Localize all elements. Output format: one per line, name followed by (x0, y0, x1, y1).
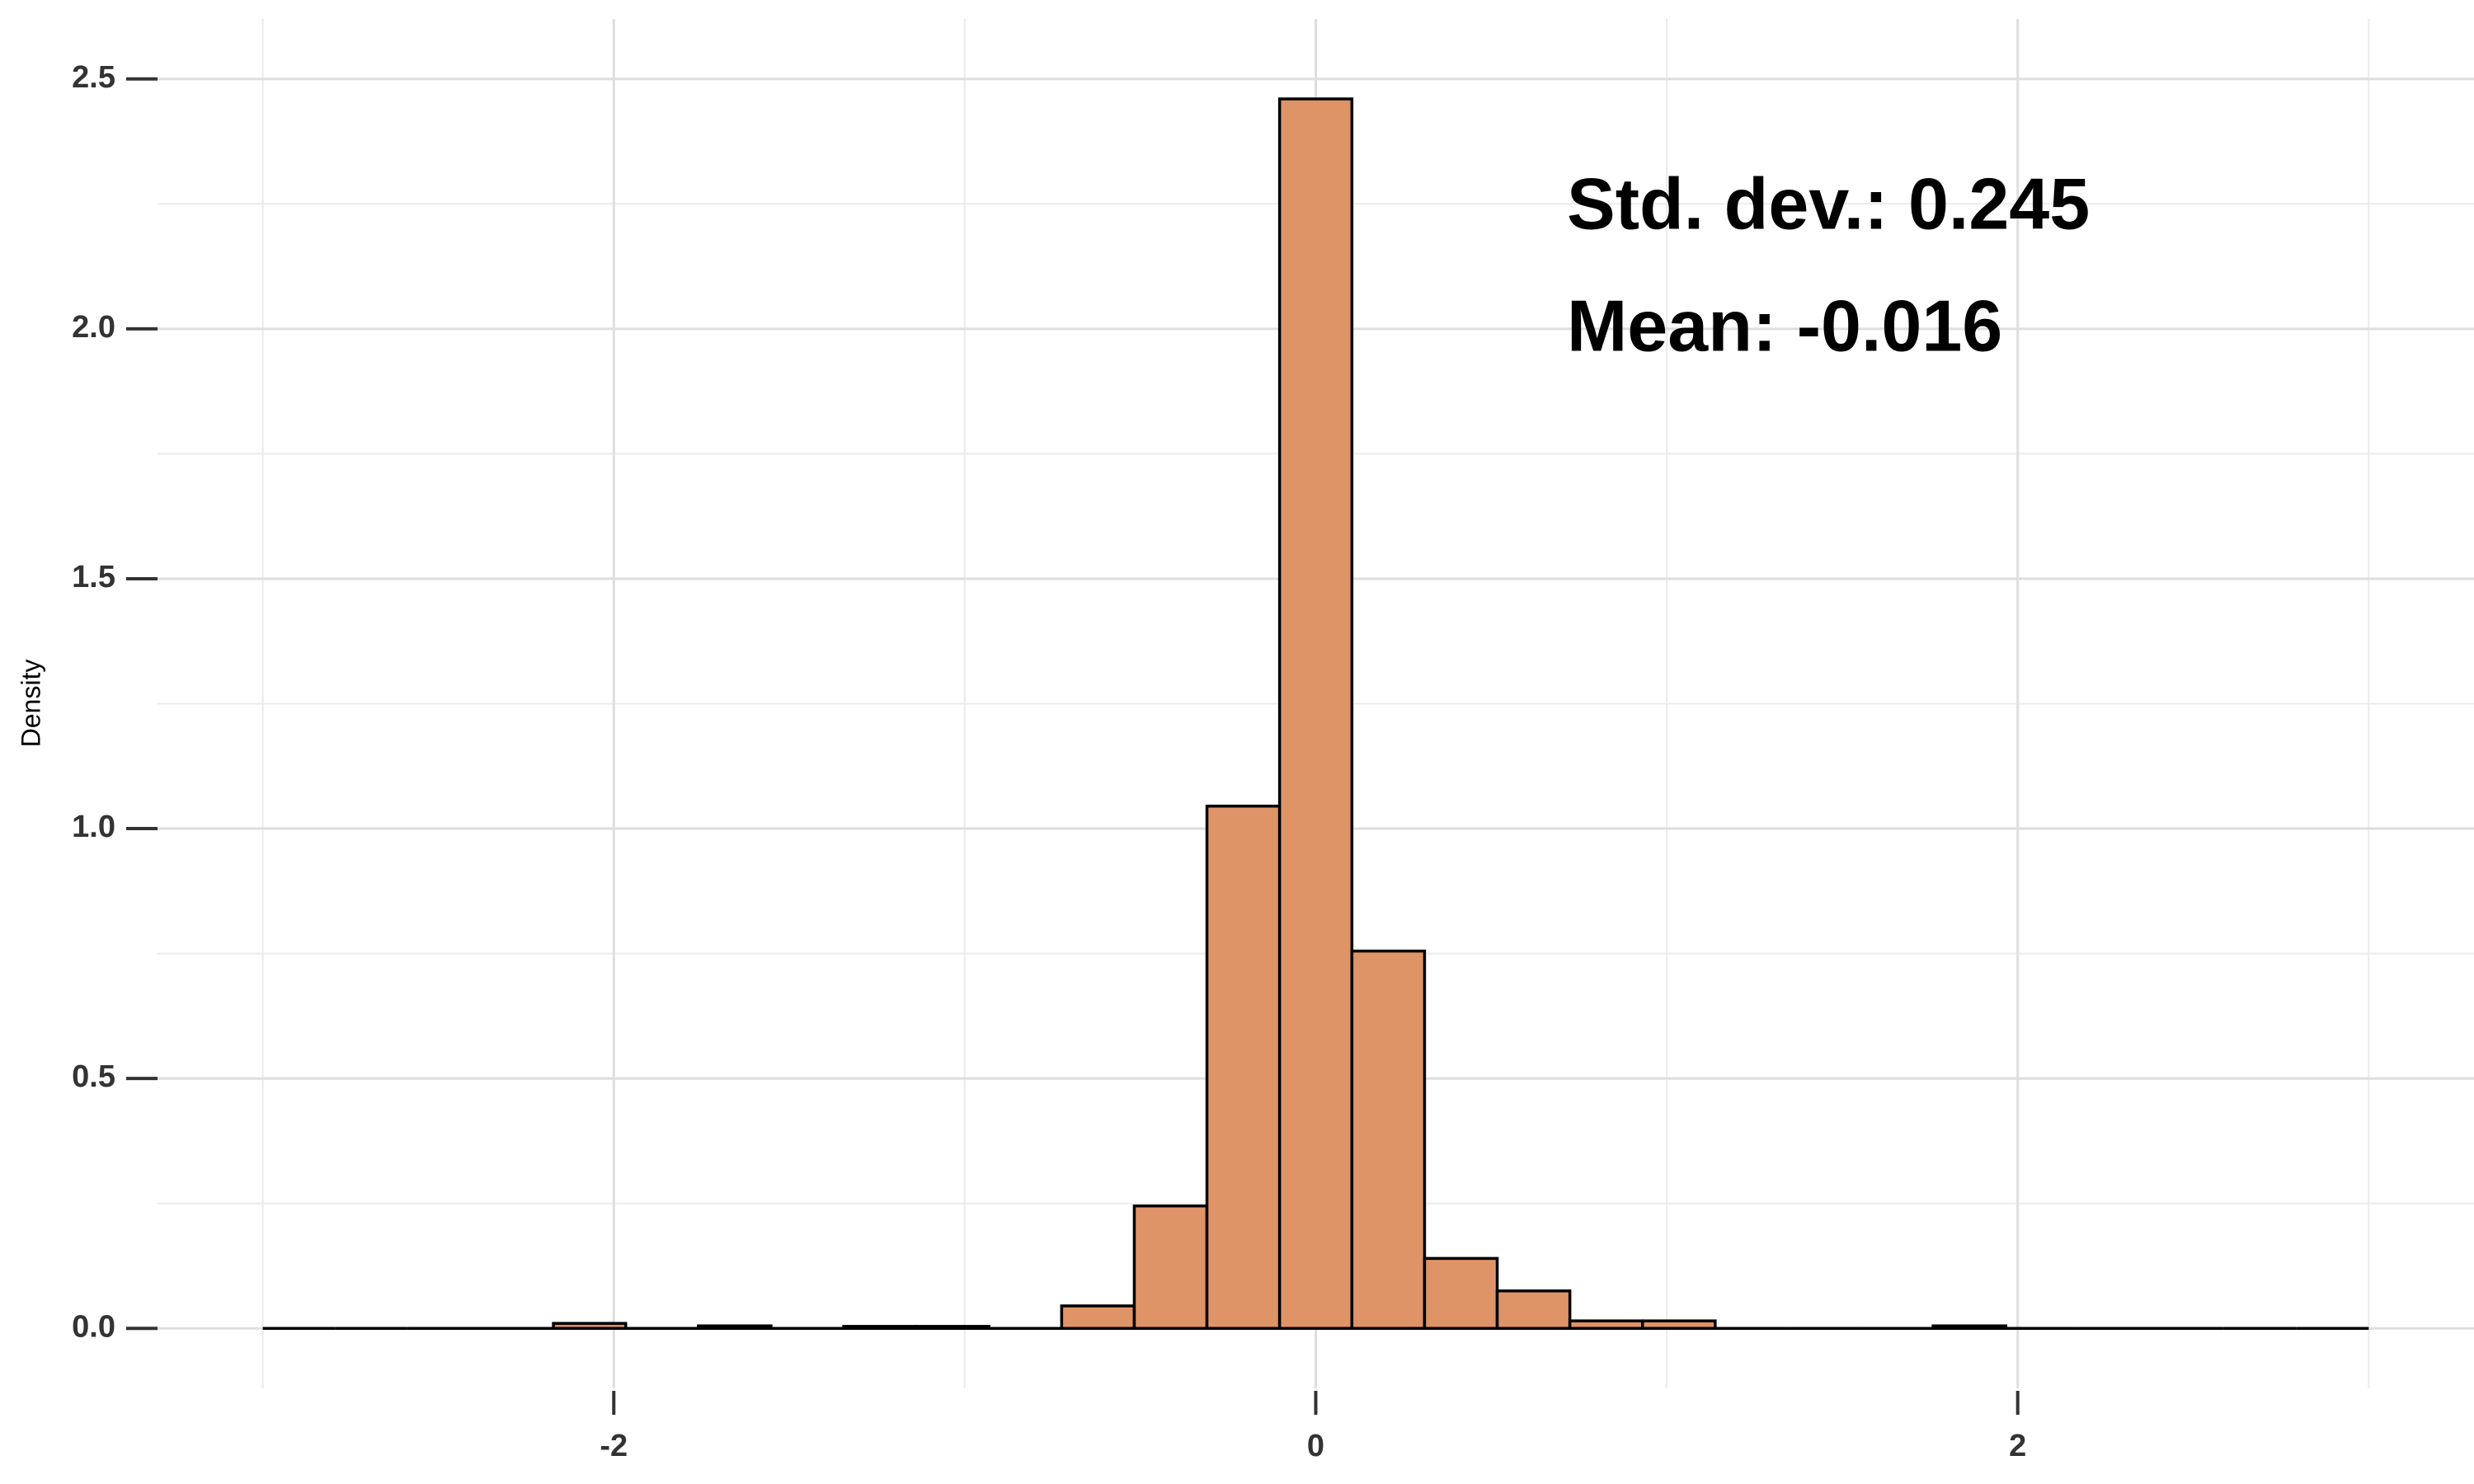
bar (1568, 1319, 1644, 1331)
annotation: Mean: -0.016 (1567, 284, 2002, 366)
x-tick-label: 2 (2009, 1429, 2026, 1463)
bar (842, 1325, 918, 1331)
bar (1277, 97, 1354, 1331)
bar (697, 1324, 773, 1331)
y-axis-label: Density (16, 660, 45, 748)
y-tick-label: 1.0 (72, 810, 115, 844)
bar (1350, 949, 1427, 1331)
bar (1205, 805, 1282, 1331)
bar (1640, 1319, 1717, 1331)
y-tick-label: 1.5 (72, 560, 115, 594)
y-tick-label: 2.5 (72, 60, 115, 95)
x-tick-label: 0 (1307, 1429, 1324, 1463)
y-tick-label: 0.0 (72, 1309, 115, 1344)
bar (1060, 1304, 1136, 1331)
bar (552, 1322, 628, 1331)
bar (1423, 1256, 1499, 1331)
bar (1931, 1324, 2007, 1331)
bar (1132, 1204, 1209, 1331)
bar (915, 1325, 991, 1331)
annotation: Std. dev.: 0.245 (1567, 162, 2090, 244)
bar (1495, 1289, 1572, 1331)
y-tick-label: 2.0 (72, 310, 115, 345)
y-tick-label: 0.5 (72, 1059, 115, 1094)
x-tick-label: -2 (600, 1429, 628, 1463)
